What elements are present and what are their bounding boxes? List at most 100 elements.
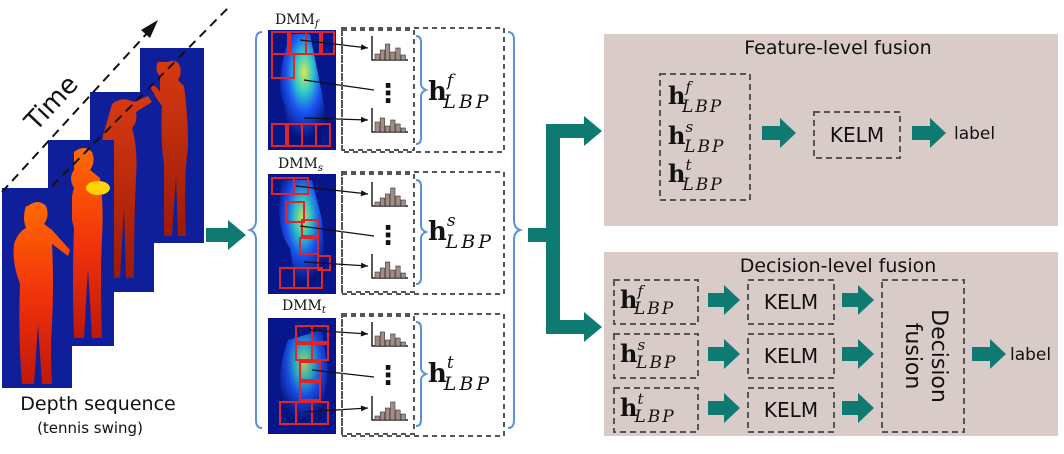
decision-feature-t: ht LBP — [620, 390, 676, 427]
dots-front: ⋮ — [375, 79, 401, 109]
decision-feature-f: hf LBP — [620, 282, 675, 319]
arrow-row3-a — [708, 393, 740, 423]
histogram-bar — [400, 413, 406, 421]
kelm-box-row1 — [747, 279, 835, 325]
histogram-bar — [390, 187, 396, 207]
feature-level-panel: Feature-level fusion hf LBP hs LBP ht LBP K… — [604, 34, 1058, 226]
arrow-row1-a — [708, 285, 740, 315]
concat-feature-f: hf LBP — [668, 78, 723, 117]
pointer-line — [303, 117, 369, 121]
histogram-bar — [390, 333, 396, 347]
histogram-bar — [385, 193, 391, 207]
arrow-to-kelm — [762, 118, 796, 148]
dmm-side-label: DMMs — [278, 156, 323, 174]
pointer-arrowhead — [360, 190, 368, 197]
kelm-label: KELM — [830, 123, 884, 147]
time-axis-arrowhead — [141, 20, 158, 38]
decision-fusion-line1: Decision — [926, 309, 951, 403]
depth-sequence: Time Depth sequence (tennis swing) — [1, 7, 229, 437]
histogram-bar — [374, 415, 380, 421]
histogram-bar — [390, 269, 396, 279]
histogram-bar — [379, 411, 385, 421]
decision-fusion-title: Decision-level fusion — [740, 255, 937, 277]
depth-figure-4 — [150, 60, 188, 236]
depth-figure-1 — [13, 202, 71, 384]
histogram-bar — [379, 331, 385, 347]
arrow-to-label — [912, 118, 946, 148]
pointer-arrowhead — [360, 116, 368, 123]
time-label: Time — [18, 70, 84, 138]
concat-feature-t: ht LBP — [668, 156, 724, 195]
histogram-bar — [385, 407, 391, 421]
dmm-right-bracket — [507, 31, 524, 429]
dmm-column: DMMf DMMs DMMt — [246, 12, 524, 437]
feature-label-front: hf LBP — [428, 71, 492, 113]
pointer-line — [303, 79, 375, 91]
arrow-to-dmm — [206, 220, 246, 250]
histogram-bar — [390, 51, 396, 61]
kelm-box — [813, 111, 901, 159]
kelm-box-row3 — [747, 387, 835, 433]
histogram-box-top — [341, 315, 415, 435]
dmm-top-label: DMMt — [282, 298, 327, 316]
pointer-line — [307, 329, 369, 335]
feature-fusion-output: label — [954, 124, 995, 144]
histogram-bracket-front — [415, 35, 429, 145]
histogram-bar — [395, 265, 401, 279]
pointer-line — [303, 407, 369, 413]
branch-arrow — [528, 116, 602, 342]
histogram-bar — [395, 409, 401, 421]
histogram-bar — [395, 47, 401, 61]
decision-fusion-output: label — [1010, 345, 1051, 365]
histogram-bar — [400, 127, 406, 133]
arrow-row1-b — [842, 285, 874, 315]
decision-feature-box-t — [613, 387, 699, 433]
feature-box-side — [341, 171, 505, 295]
depth-highlight-2 — [86, 181, 110, 195]
arrow-row3-b — [842, 393, 874, 423]
histogram-bar — [400, 272, 406, 279]
depth-sequence-subcaption: (tennis swing) — [37, 419, 143, 437]
depth-figure-3 — [102, 96, 152, 278]
depth-sequence-caption: Depth sequence — [20, 393, 175, 415]
pointer-line — [295, 185, 369, 195]
histogram-bar — [374, 121, 380, 133]
histogram-bar — [374, 201, 380, 207]
histogram-bar — [385, 339, 391, 347]
histograms — [371, 36, 408, 421]
histogram-bar — [385, 43, 391, 61]
kelm-label-row2: KELM — [764, 344, 818, 368]
arrow-row2-b — [842, 339, 874, 369]
histogram-bar — [379, 267, 385, 279]
dmm-left-bracket — [246, 31, 263, 429]
dmm-front-heat — [280, 34, 328, 144]
pointer-arrowhead — [360, 262, 368, 269]
concat-feature-s: hs LBP — [668, 118, 725, 157]
histogram-bracket-top — [415, 321, 429, 427]
kelm-label-row3: KELM — [764, 398, 818, 422]
kelm-label-row1: KELM — [764, 290, 818, 314]
feature-box-front — [341, 27, 505, 153]
decision-feature-s: hs LBP — [620, 336, 677, 373]
histogram-bar — [390, 401, 396, 421]
decision-feature-box-f — [613, 279, 699, 325]
histogram-bar — [395, 337, 401, 347]
histogram-bar — [390, 119, 396, 133]
decision-fusion-line2: fusion — [900, 323, 925, 390]
histogram-bar — [374, 271, 380, 279]
dmm-front-grid — [271, 31, 335, 147]
time-axis-line-2 — [51, 7, 229, 187]
time-axis-line — [1, 29, 151, 193]
pointer-arrowhead — [360, 405, 368, 412]
histogram-box-front — [341, 29, 415, 151]
histogram-bracket-side — [415, 179, 429, 285]
histogram-bar — [385, 125, 391, 133]
decision-level-panel: Decision-level fusion hf LBP KELM hs LBP K… — [604, 252, 1058, 436]
histogram-bar — [400, 54, 406, 61]
histogram-bar — [385, 261, 391, 279]
dmm-front-label: DMMf — [275, 12, 321, 30]
pointer-line — [303, 261, 369, 267]
dots-side: ⋮ — [375, 221, 401, 251]
